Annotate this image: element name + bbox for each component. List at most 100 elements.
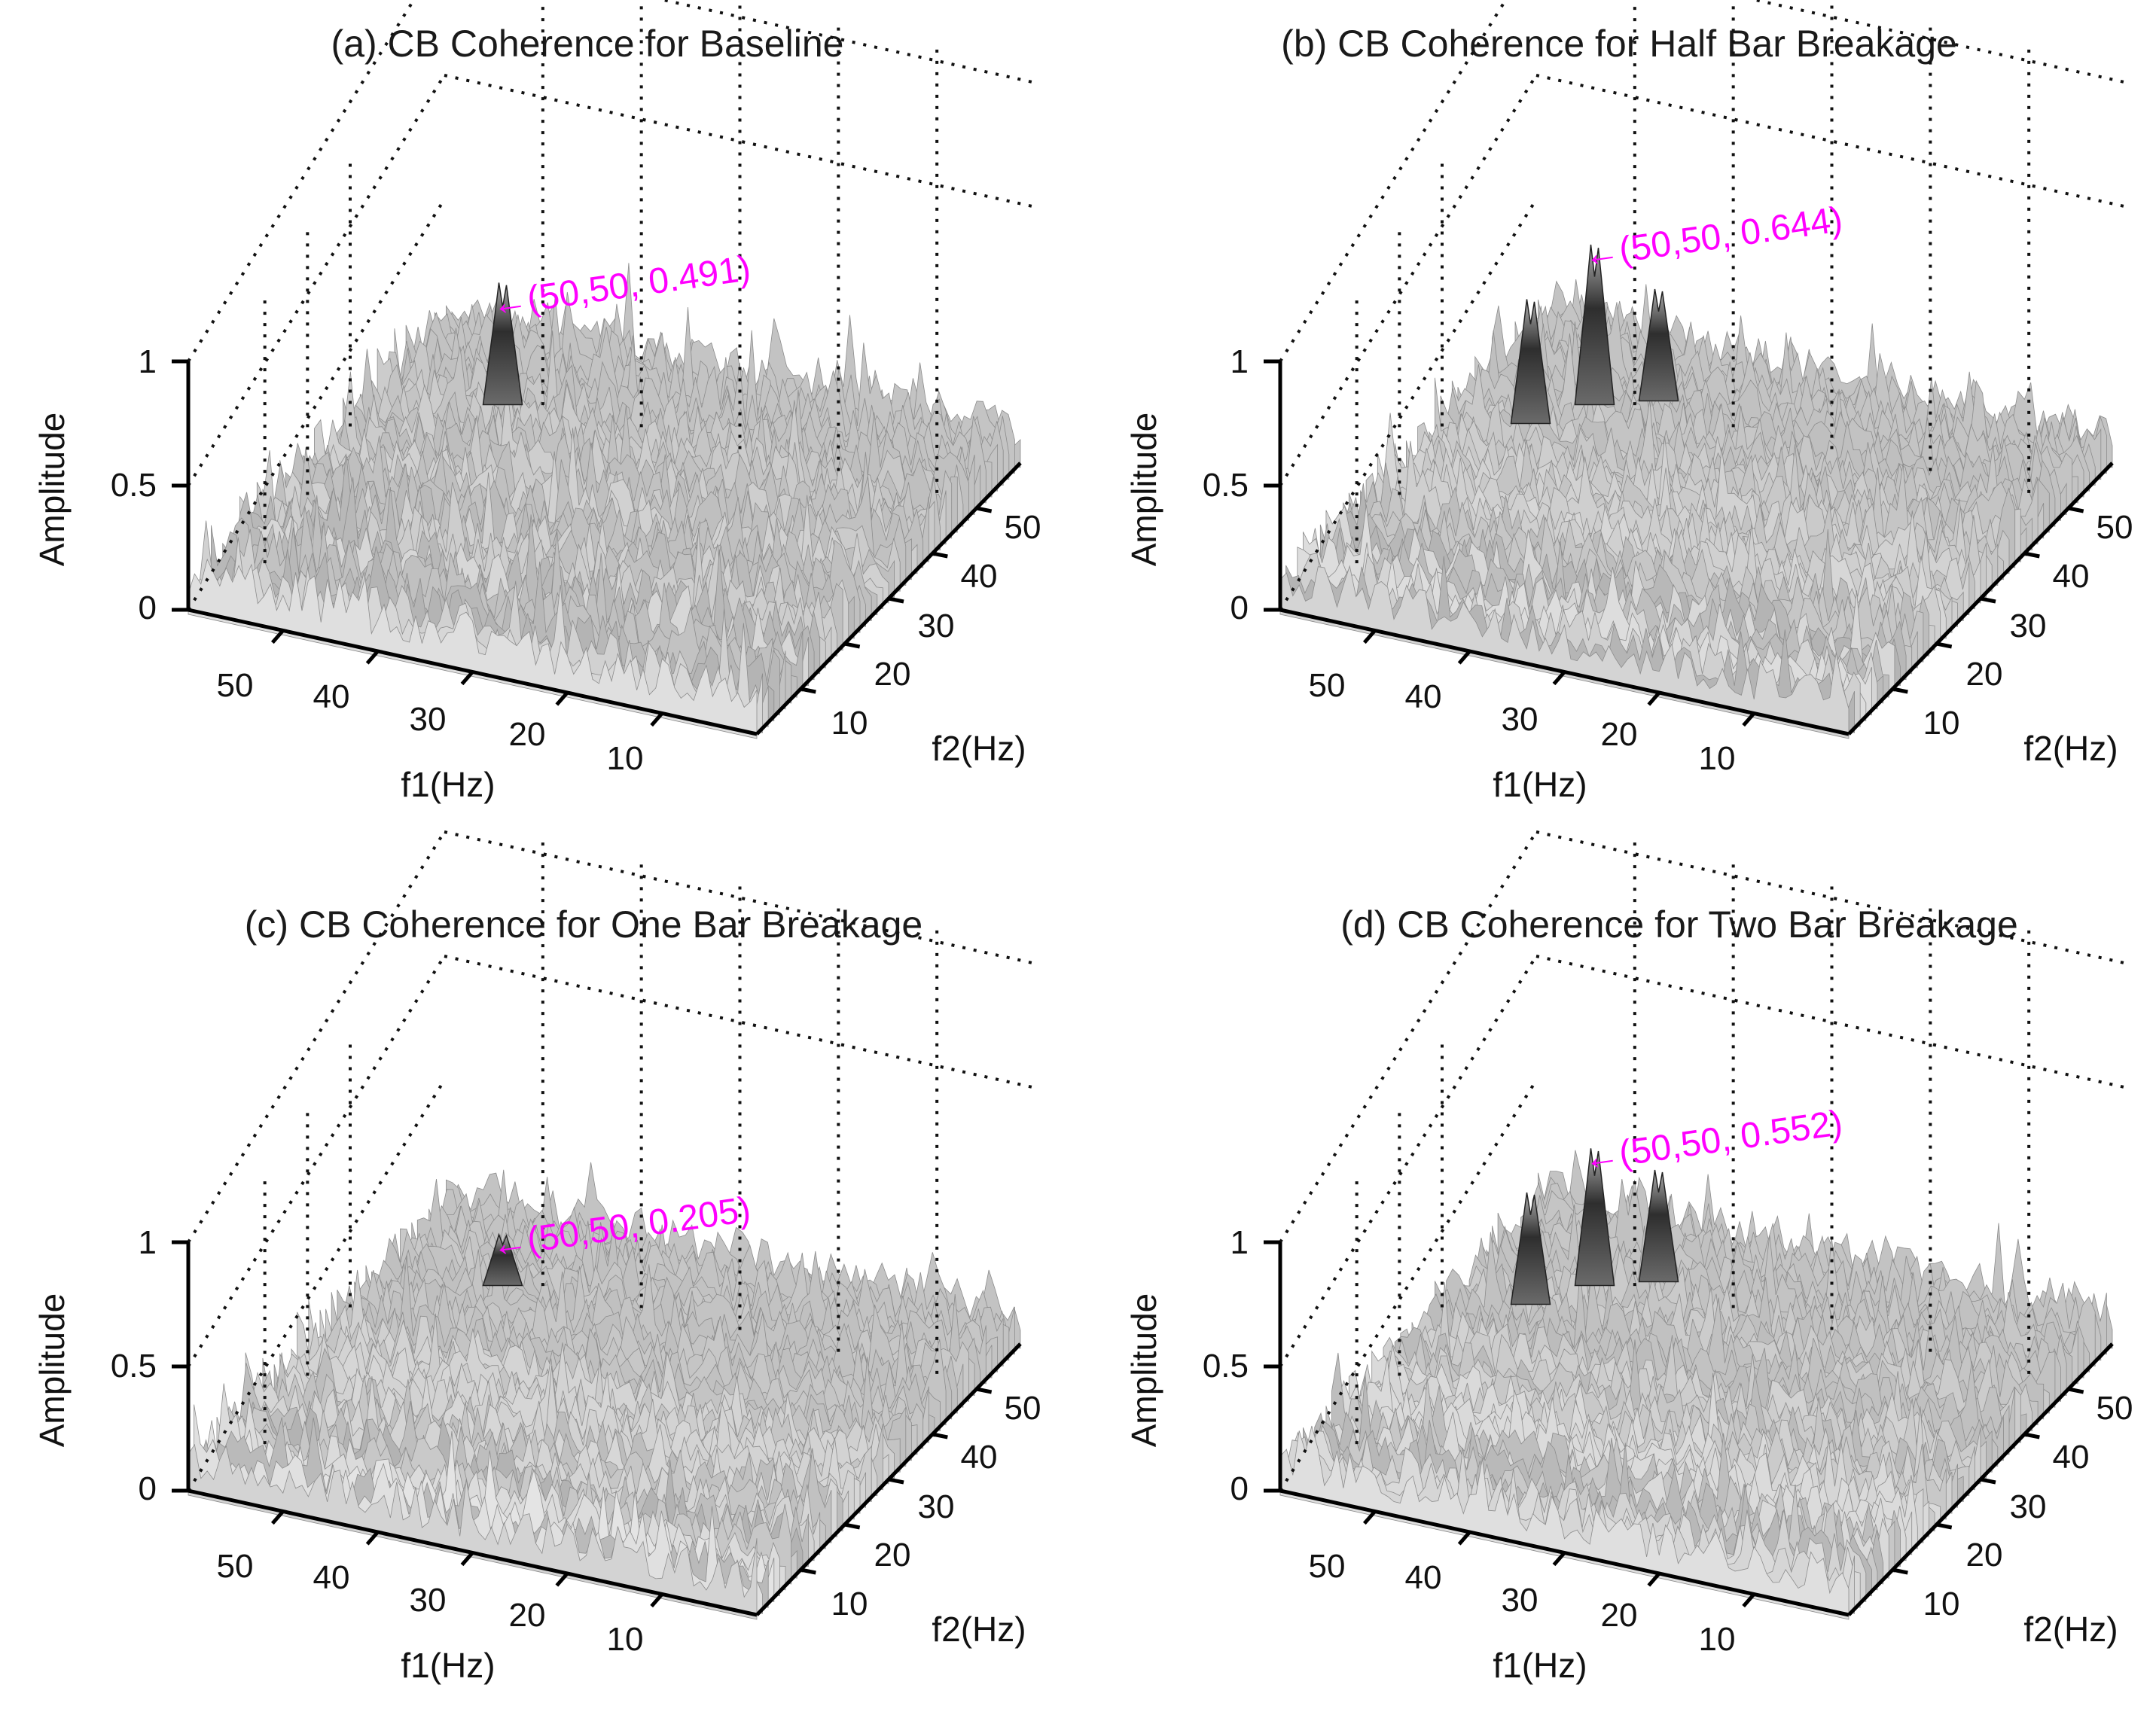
panel-a-side-grid-line-1 (187, 74, 446, 487)
panel-c-ytick-mark-1 (844, 1522, 861, 1530)
panel-d-xtick-3: 20 (1601, 1597, 1638, 1634)
panel-b-xtick-4: 10 (1699, 740, 1736, 777)
panel-b-xtick-2: 30 (1502, 701, 1538, 738)
panel-a-ytick-1: 20 (874, 656, 911, 693)
panel-d-xtick-mark-2 (1552, 1551, 1566, 1567)
panel-d-ytick-2: 30 (2010, 1488, 2047, 1525)
panel-d-ylabel: f2(Hz) (2023, 1610, 2118, 1649)
panel-a-annotation: ←(50,50, 0.491) (489, 248, 753, 324)
panel-b-title: (b) CB Coherence for Half Bar Breakage (1281, 23, 1957, 65)
panel-a-xtick-mark-4 (650, 711, 664, 727)
panel-a-axes (172, 359, 1022, 736)
panel-b-ytick-mark-0 (1892, 687, 1908, 694)
panel-b-ytick-4: 50 (2097, 509, 2133, 546)
panel-c-zlabel-tick-1: 0.5 (111, 1348, 157, 1385)
panel-c-side-grid-line-1 (187, 955, 446, 1368)
panel-d-zlabel-tick-0: 0 (1230, 1470, 1249, 1507)
panel-d-annotation: ←(50,50, 0.552) (1581, 1103, 1845, 1179)
panel-d-ytick-0: 10 (1923, 1586, 1960, 1622)
panel-b-xtick-mark-2 (1552, 670, 1566, 686)
panel-d-side-grid-line-2 (1279, 1079, 1538, 1492)
panel-c-xtick-mark-2 (460, 1551, 474, 1567)
panel-b-grid (1279, 0, 2128, 611)
panel-a-ytick-mark-3 (932, 551, 948, 559)
panel-c-axes (172, 1240, 1022, 1617)
panel-b-ytick-1: 20 (1966, 656, 2003, 693)
panel-b-annotation: ←(50,50, 0.644) (1581, 200, 1845, 276)
panel-b-zlabel: Amplitude (1124, 413, 1163, 567)
panel-c-xlabel: f1(Hz) (401, 1646, 495, 1685)
panel-c-xtick-mark-3 (555, 1572, 569, 1587)
panel-c-xtick-mark-4 (650, 1592, 664, 1608)
panel-d-ytick-mark-1 (1936, 1522, 1953, 1530)
panel-b-peak-side-0 (1510, 299, 1551, 425)
panel-c-ytick-3: 40 (961, 1439, 998, 1476)
panel-c-xtick-mark-1 (365, 1531, 380, 1546)
panel-c-ytick-mark-3 (932, 1432, 948, 1439)
panel-d-xtick-1: 40 (1405, 1559, 1442, 1596)
panel-a-xtick-mark-0 (270, 629, 285, 644)
panel-a-title: (a) CB Coherence for Baseline (331, 23, 844, 65)
panel-b-ytick-mark-1 (1936, 641, 1953, 649)
panel-d-title: (d) CB Coherence for Two Bar Breakage (1340, 903, 2018, 946)
panel-b-peak-main (1574, 244, 1615, 406)
panel-b-xtick-0: 50 (1309, 667, 1346, 704)
panel-c-ytick-mark-2 (888, 1477, 904, 1485)
panel-b-zlabel-tick-1: 0.5 (1203, 467, 1249, 504)
panel-a-ylabel: f2(Hz) (932, 729, 1026, 768)
panel-d-ytick-mark-3 (2023, 1432, 2040, 1439)
panel-d-xtick-mark-1 (1457, 1531, 1471, 1546)
panel-d-ytick-4: 50 (2097, 1390, 2133, 1427)
panel-c-side-grid-line-0 (187, 830, 446, 1244)
panel-b-xtick-mark-1 (1457, 650, 1471, 665)
panel-c-title: (c) CB Coherence for One Bar Breakage (245, 903, 922, 946)
panel-a-xtick-1: 40 (313, 678, 350, 715)
panel-a: (a) CB Coherence for Baseline 0 0.5 1 50… (32, 0, 1041, 804)
panel-c-xtick-mark-0 (270, 1509, 285, 1525)
panel-c: (c) CB Coherence for One Bar Breakage 0 … (32, 830, 1041, 1685)
panel-c-side-grid-line-2 (187, 1079, 446, 1492)
panel-a-ytick-mark-4 (976, 506, 993, 513)
panel-a-ytick-mark-1 (844, 641, 861, 649)
panel-a-peak-main (482, 282, 523, 406)
panel-b-side-grid-line-2 (1279, 198, 1538, 611)
panel-a-ytick-mark-0 (800, 687, 816, 694)
panel-a-xtick-4: 10 (607, 740, 644, 777)
panel-a-zlabel-tick-1: 0.5 (111, 467, 157, 504)
panel-d-grid (1279, 830, 2128, 1492)
panel-b-side-grid-line-1 (1279, 74, 1538, 487)
panel-b-axes (1264, 359, 2114, 736)
panel-b-ylabel: f2(Hz) (2023, 729, 2118, 768)
panel-c-surface (188, 1162, 1021, 1620)
panel-c-grid (187, 830, 1036, 1492)
panel-d-surface (1279, 1148, 2113, 1620)
panel-a-xtick-mark-3 (555, 691, 569, 706)
panel-d-ytick-3: 40 (2053, 1439, 2090, 1476)
panel-b-xtick-mark-0 (1362, 629, 1377, 644)
panel-b-side-grid-line-0 (1279, 0, 1508, 363)
panel-a-ytick-2: 30 (918, 608, 955, 644)
panel-a-side-grid-line-2 (187, 198, 446, 611)
panel-a-xtick-0: 50 (217, 667, 254, 704)
panel-b-ytick-mark-3 (2023, 551, 2040, 559)
panel-d-ytick-mark-2 (1980, 1477, 1996, 1485)
panel-d-xtick-mark-4 (1742, 1592, 1756, 1608)
panel-c-xtick-2: 30 (410, 1582, 447, 1619)
panel-d: (d) CB Coherence for Two Bar Breakage 0 … (1124, 830, 2133, 1685)
panel-a-grid (187, 0, 1036, 611)
panel-a-xtick-mark-2 (460, 670, 474, 686)
panel-d-ytick-mark-4 (2068, 1387, 2084, 1394)
panel-d-zlabel: Amplitude (1124, 1293, 1163, 1448)
panel-b-surface (1279, 244, 2113, 739)
panel-d-side-grid-line-1 (1279, 955, 1538, 1368)
panel-d-zlabel-tick-1: 0.5 (1203, 1348, 1249, 1385)
panel-c-zlabel: Amplitude (32, 1293, 72, 1448)
panel-c-zlabel-tick-0: 0 (139, 1470, 157, 1507)
panel-a-ytick-mark-2 (888, 596, 904, 604)
panel-d-xtick-2: 30 (1502, 1582, 1538, 1619)
panel-c-ytick-2: 30 (918, 1488, 955, 1525)
panel-c-xtick-1: 40 (313, 1559, 350, 1596)
panel-c-xtick-4: 10 (607, 1621, 644, 1658)
panel-c-peak-main (482, 1232, 523, 1287)
